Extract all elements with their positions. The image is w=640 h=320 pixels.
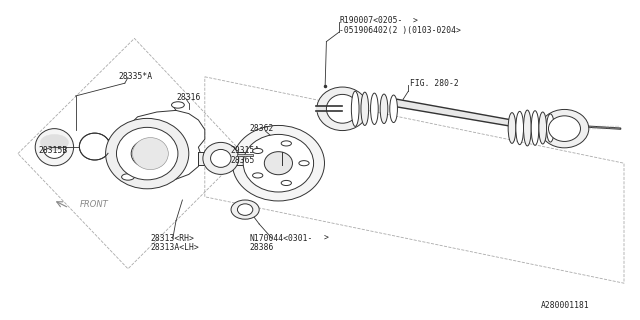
Ellipse shape — [106, 118, 189, 189]
Circle shape — [253, 148, 263, 154]
Ellipse shape — [116, 127, 178, 180]
Ellipse shape — [35, 129, 74, 166]
Text: 29315A: 29315A — [230, 146, 260, 155]
Ellipse shape — [380, 94, 388, 124]
Ellipse shape — [243, 134, 314, 192]
Ellipse shape — [130, 163, 149, 171]
Circle shape — [172, 102, 184, 108]
Circle shape — [253, 173, 263, 178]
Text: 28316: 28316 — [176, 93, 200, 102]
Ellipse shape — [361, 92, 369, 125]
Ellipse shape — [351, 91, 359, 126]
Ellipse shape — [326, 94, 358, 123]
Ellipse shape — [132, 138, 168, 170]
Text: 28362: 28362 — [250, 124, 274, 132]
Ellipse shape — [371, 93, 378, 124]
Ellipse shape — [317, 87, 368, 131]
Polygon shape — [589, 126, 621, 129]
Polygon shape — [115, 110, 205, 181]
Text: 28313A<LH>: 28313A<LH> — [150, 243, 199, 252]
Circle shape — [281, 141, 291, 146]
Ellipse shape — [539, 112, 547, 144]
Polygon shape — [237, 154, 253, 156]
Text: 28313<RH>: 28313<RH> — [150, 234, 195, 243]
Ellipse shape — [547, 114, 554, 142]
Text: 28386: 28386 — [250, 243, 274, 252]
Text: A280001181: A280001181 — [541, 301, 589, 310]
Ellipse shape — [211, 149, 231, 167]
Ellipse shape — [524, 110, 531, 146]
Text: >: > — [323, 234, 328, 243]
Text: R190007<0205-: R190007<0205- — [339, 16, 403, 25]
Ellipse shape — [390, 95, 397, 123]
Polygon shape — [316, 106, 342, 111]
Ellipse shape — [232, 125, 324, 201]
Ellipse shape — [237, 204, 253, 215]
Text: >: > — [413, 16, 418, 25]
Polygon shape — [198, 152, 282, 165]
Ellipse shape — [131, 140, 163, 167]
Polygon shape — [397, 99, 512, 126]
Text: 28335*A: 28335*A — [118, 72, 152, 81]
Text: FRONT: FRONT — [80, 200, 109, 209]
Ellipse shape — [43, 136, 66, 158]
Ellipse shape — [203, 142, 239, 174]
Ellipse shape — [231, 200, 259, 219]
Text: 28315B: 28315B — [38, 146, 68, 155]
Ellipse shape — [140, 147, 155, 160]
Ellipse shape — [40, 134, 68, 150]
Circle shape — [281, 180, 291, 186]
Ellipse shape — [508, 113, 516, 143]
Ellipse shape — [79, 133, 110, 160]
Circle shape — [122, 174, 134, 180]
Circle shape — [299, 161, 309, 166]
Ellipse shape — [531, 111, 539, 145]
Ellipse shape — [516, 111, 524, 145]
Text: -051906402(2 )(0103-0204>: -051906402(2 )(0103-0204> — [339, 26, 461, 35]
Ellipse shape — [264, 152, 292, 175]
Text: N170044<0301-: N170044<0301- — [250, 234, 313, 243]
Ellipse shape — [540, 109, 589, 148]
Ellipse shape — [548, 116, 580, 141]
Text: FIG. 280-2: FIG. 280-2 — [410, 79, 458, 88]
Text: 28365: 28365 — [230, 156, 255, 164]
